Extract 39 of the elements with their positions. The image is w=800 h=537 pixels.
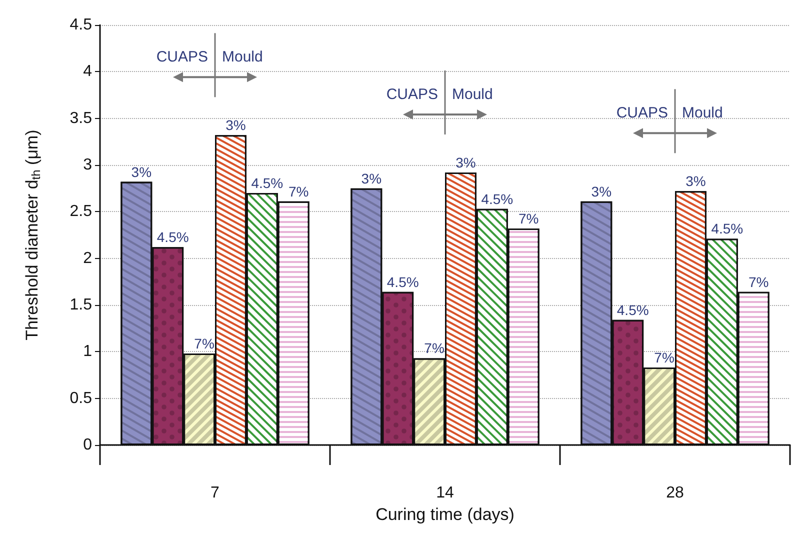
text: 7% [424,340,444,356]
annotation: Mould [452,86,493,103]
text: 3% [361,170,382,186]
y-tick-label: 1 [83,343,92,360]
y-tick-label: 0.5 [70,390,92,407]
text: 7% [748,274,769,290]
text: 4.5% [616,302,649,318]
y-axis-title: Threshold diameter dth (μm) [22,130,43,340]
series-label: 4.5% [251,175,284,191]
x-tick-label: 7 [210,484,220,502]
text: 4.5% [386,274,419,290]
text: 7% [654,350,674,366]
y-tick-label: 3 [83,156,92,174]
x-tick-label: 14 [436,484,454,502]
annotation: CUAPS [156,48,208,66]
text: 3% [591,183,612,200]
series-label: 7% [288,183,309,200]
y-tick-label: 4.5 [70,16,92,34]
annotation: CUAPS [386,86,438,103]
text: 3% [686,173,706,190]
annotation: Mould [682,104,723,122]
series-label: 7% [194,336,214,352]
y-tick-label: 2 [83,250,92,267]
text: 4.5% [711,220,744,237]
y-tick-label: 2.5 [70,203,92,220]
y-tick-label: 3.5 [70,110,92,127]
x-axis-title: Curing time (days) [376,504,514,524]
series-label: 3% [131,164,152,180]
annotation: Mould [222,48,263,66]
y-tick-label: 0 [83,436,92,454]
series-label: 4.5% [156,229,189,246]
x-tick-label: 28 [666,484,684,502]
annotation: CUAPS [616,104,668,122]
text: 7% [518,210,539,226]
text: 4.5% [481,190,514,207]
y-tick-label: 1.5 [70,296,92,314]
series-label: 3% [226,117,246,134]
text: 3% [456,154,476,170]
y-tick-label: 4 [83,63,92,80]
